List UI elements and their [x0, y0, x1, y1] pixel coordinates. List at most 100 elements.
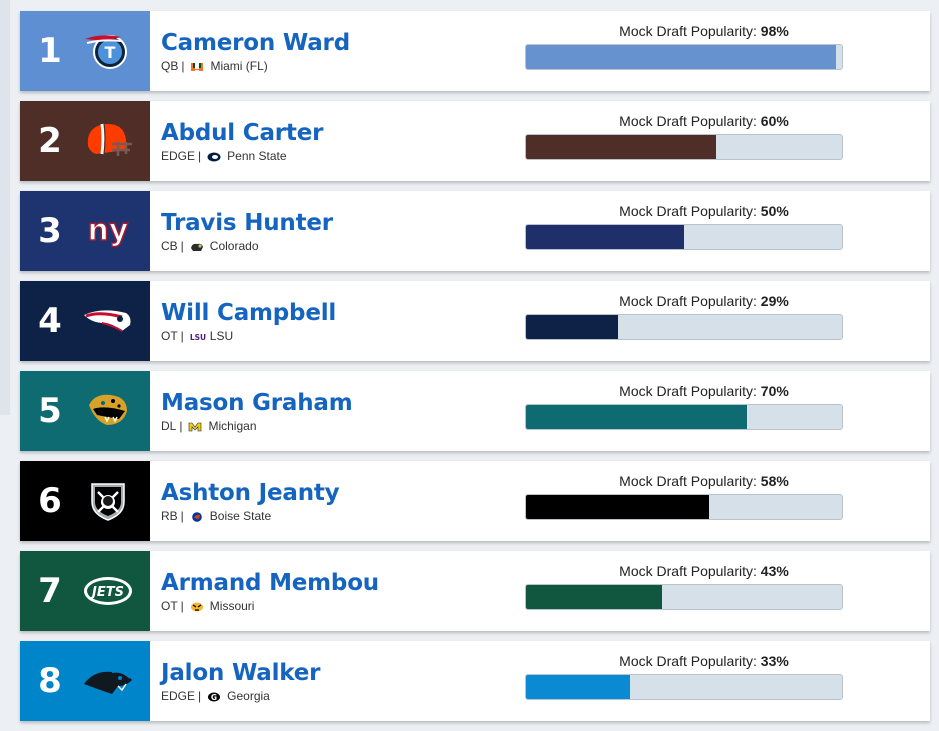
lsu-icon: LSU — [190, 331, 206, 342]
popularity-value: 60% — [760, 113, 789, 129]
team-block: 5 — [20, 371, 150, 451]
popularity-label: Mock Draft Popularity: 33% — [619, 653, 789, 669]
player-meta: RB | Boise State — [161, 509, 272, 523]
player-name[interactable]: Will Campbell — [161, 300, 337, 326]
popularity-bar — [525, 584, 843, 610]
colorado-buffalo-icon — [190, 241, 204, 251]
player-position: QB — [161, 59, 179, 73]
pick-row[interactable]: 7 JETS Armand Membou OT | Missouri Mock D… — [20, 551, 930, 631]
popularity-value: 33% — [760, 653, 789, 669]
popularity-value: 43% — [760, 563, 789, 579]
pick-row[interactable]: 8 Jalon Walker EDGE | G Georgia Moc — [20, 641, 930, 721]
pick-row[interactable]: 2 Abdul Carter EDGE | Penn State M — [20, 101, 930, 181]
popularity-label: Mock Draft Popularity: 70% — [619, 383, 789, 399]
popularity-bar-fill — [526, 225, 684, 249]
player-meta: QB | Miami (FL) — [161, 59, 268, 73]
popularity-label: Mock Draft Popularity: 60% — [619, 113, 789, 129]
player-meta: CB | Colorado — [161, 239, 259, 253]
player-meta: DL | Michigan — [161, 419, 257, 433]
popularity-meter: Mock Draft Popularity: 70% — [525, 383, 843, 430]
player-position: OT — [161, 599, 178, 613]
giants-ny-logo-icon[interactable]: ny — [80, 203, 136, 259]
player-name[interactable]: Cameron Ward — [161, 30, 350, 56]
pick-row[interactable]: 3 ny Travis Hunter CB | Colorado Mock Dra… — [20, 191, 930, 271]
svg-text:JETS: JETS — [89, 585, 124, 600]
player-school: Colorado — [209, 239, 259, 253]
titans-logo-icon[interactable]: T — [80, 23, 136, 79]
player-position: EDGE — [161, 689, 196, 703]
mock-draft-list: 1 T Cameron Ward QB | Miami (FL) — [20, 11, 930, 731]
patriots-logo-icon[interactable] — [80, 293, 136, 349]
svg-text:LSU: LSU — [190, 333, 206, 342]
popularity-meter: Mock Draft Popularity: 33% — [525, 653, 843, 700]
team-block: 3 ny — [20, 191, 150, 271]
pick-row[interactable]: 6 Ashton Jeanty RB | Boise State — [20, 461, 930, 541]
jets-logo-icon[interactable]: JETS — [80, 563, 136, 619]
popularity-bar — [525, 674, 843, 700]
player-name[interactable]: Mason Graham — [161, 390, 353, 416]
pick-row[interactable]: 4 Will Campbell OT | LSU LSU Mock D — [20, 281, 930, 361]
popularity-meter: Mock Draft Popularity: 50% — [525, 203, 843, 250]
popularity-bar — [525, 44, 843, 70]
popularity-value: 58% — [760, 473, 789, 489]
svg-text:G: G — [211, 693, 217, 702]
pick-number: 2 — [38, 121, 62, 161]
pick-number: 5 — [38, 391, 62, 431]
popularity-meter: Mock Draft Popularity: 58% — [525, 473, 843, 520]
popularity-bar — [525, 494, 843, 520]
player-name[interactable]: Jalon Walker — [161, 660, 321, 686]
team-block: 6 — [20, 461, 150, 541]
pick-number: 6 — [38, 481, 62, 521]
browns-helmet-logo-icon[interactable] — [80, 113, 136, 169]
pick-row[interactable]: 5 Mason Graham DL | Michigan Mock — [20, 371, 930, 451]
svg-text:T: T — [105, 43, 116, 62]
player-name[interactable]: Abdul Carter — [161, 120, 324, 146]
pick-row[interactable]: 1 T Cameron Ward QB | Miami (FL) — [20, 11, 930, 91]
popularity-bar-fill — [526, 405, 748, 429]
michigan-m-icon — [188, 421, 202, 432]
popularity-label: Mock Draft Popularity: 98% — [619, 23, 789, 39]
penn-state-lion-icon — [207, 151, 221, 162]
missouri-tiger-icon — [190, 601, 204, 612]
raiders-shield-logo-icon[interactable] — [80, 473, 136, 529]
popularity-bar — [525, 224, 843, 250]
player-position: EDGE — [161, 149, 196, 163]
popularity-bar — [525, 314, 843, 340]
player-meta: EDGE | G Georgia — [161, 689, 270, 703]
player-name[interactable]: Travis Hunter — [161, 210, 333, 236]
player-name[interactable]: Ashton Jeanty — [161, 480, 340, 506]
popularity-bar-fill — [526, 315, 618, 339]
svg-text:ny: ny — [88, 213, 129, 248]
popularity-value: 29% — [760, 293, 789, 309]
popularity-label: Mock Draft Popularity: 50% — [619, 203, 789, 219]
popularity-bar-fill — [526, 675, 631, 699]
team-block: 1 T — [20, 11, 150, 91]
player-position: CB — [161, 239, 178, 253]
player-meta: OT | Missouri — [161, 599, 255, 613]
popularity-bar-fill — [526, 135, 716, 159]
panthers-logo-icon[interactable] — [80, 653, 136, 709]
popularity-bar-fill — [526, 585, 662, 609]
popularity-bar-fill — [526, 45, 836, 69]
boise-state-bronco-icon — [190, 511, 204, 522]
miami-u-icon — [190, 61, 204, 71]
player-position: DL — [161, 419, 177, 433]
player-meta: EDGE | Penn State — [161, 149, 287, 163]
jaguars-logo-icon[interactable] — [80, 383, 136, 439]
player-position: OT — [161, 329, 178, 343]
player-name[interactable]: Armand Membou — [161, 570, 379, 596]
popularity-bar — [525, 134, 843, 160]
georgia-g-icon: G — [207, 691, 221, 702]
team-block: 2 — [20, 101, 150, 181]
player-school: Miami (FL) — [210, 59, 268, 73]
popularity-value: 70% — [760, 383, 789, 399]
popularity-meter: Mock Draft Popularity: 60% — [525, 113, 843, 160]
popularity-value: 50% — [760, 203, 789, 219]
popularity-meter: Mock Draft Popularity: 98% — [525, 23, 843, 70]
pick-number: 7 — [38, 571, 62, 611]
player-school: Boise State — [209, 509, 272, 523]
pick-number: 3 — [38, 211, 62, 251]
player-school: Georgia — [227, 689, 270, 703]
player-position: RB — [161, 509, 178, 523]
popularity-meter: Mock Draft Popularity: 43% — [525, 563, 843, 610]
